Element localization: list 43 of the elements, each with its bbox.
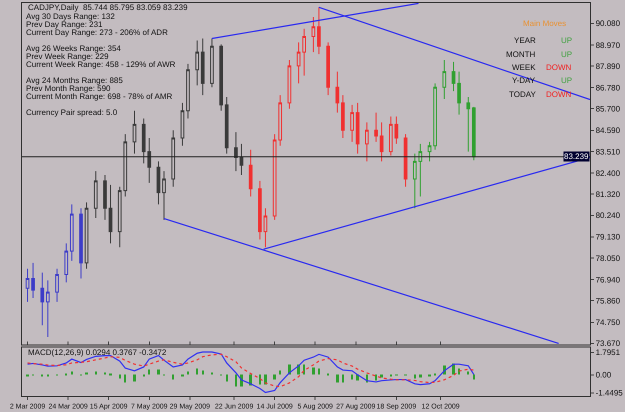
y-tick-label: 79.130 [596,232,621,242]
y-tick-label: 83.510 [596,147,621,156]
chart-title: MACD(12,26,9) 0.0294 0.3767 -0.3472 [28,348,167,357]
annotation: MONTH [506,50,536,59]
y-tick-label: 88.970 [596,40,621,50]
annotation: DOWN [546,90,572,99]
y-tick-label: -1.4495 [596,388,624,398]
annotation: Avg 26 Weeks Range: 354 [26,44,122,53]
annotation: DOWN [546,63,572,72]
annotation: Current Week Range: 458 - 129% of AWR [26,60,176,69]
y-tick-label: 82.400 [596,168,621,178]
annotation: YEAR [514,36,536,45]
y-tick-label: 84.590 [596,126,621,136]
annotation: UP [561,36,572,45]
annotation: UP [561,76,572,85]
y-tick-label: 85.700 [596,104,621,114]
ref-line-label: 83.239 [564,152,590,161]
annotation: Main Moves [523,19,566,28]
y-tick-label: 81.320 [596,190,621,199]
annotation: Prev Day Range: 231 [26,20,104,29]
chart-title: CADJPY,Daily 85.744 85.795 83.059 83.239 [28,3,188,12]
y-tick-label: 1.7951 [596,348,621,358]
y-tick-label: 86.780 [596,83,621,92]
y-tick-label: 80.240 [596,211,621,220]
annotation: Y-DAY [512,76,536,85]
annotation: TODAY [509,90,536,99]
y-tick-label: 74.750 [596,318,621,328]
y-tick-label: 87.890 [596,62,621,71]
annotation: Current Day Range: 273 - 206% of ADR [26,28,168,37]
annotation: UP [561,50,572,59]
y-tick-label: 0.00 [596,370,612,380]
annotation: Current Month Range: 698 - 78% of AMR [26,92,173,101]
annotation: Avg 30 Days Range: 132 [26,12,116,21]
y-tick-label: 73.670 [596,339,621,348]
y-tick-label: 75.860 [596,296,621,306]
annotation: WEEK [512,63,536,72]
y-tick-label: 76.940 [596,275,621,284]
annotation: Prev Week Range: 229 [26,52,110,61]
y-tick-label: 78.050 [596,254,621,263]
y-tick-label: 90.080 [596,19,621,28]
annotation: Prev Month Range: 590 [26,84,112,93]
annotation: Avg 24 Months Range: 885 [26,76,124,85]
annotation: Currency Pair spread: 5.0 [26,108,118,117]
